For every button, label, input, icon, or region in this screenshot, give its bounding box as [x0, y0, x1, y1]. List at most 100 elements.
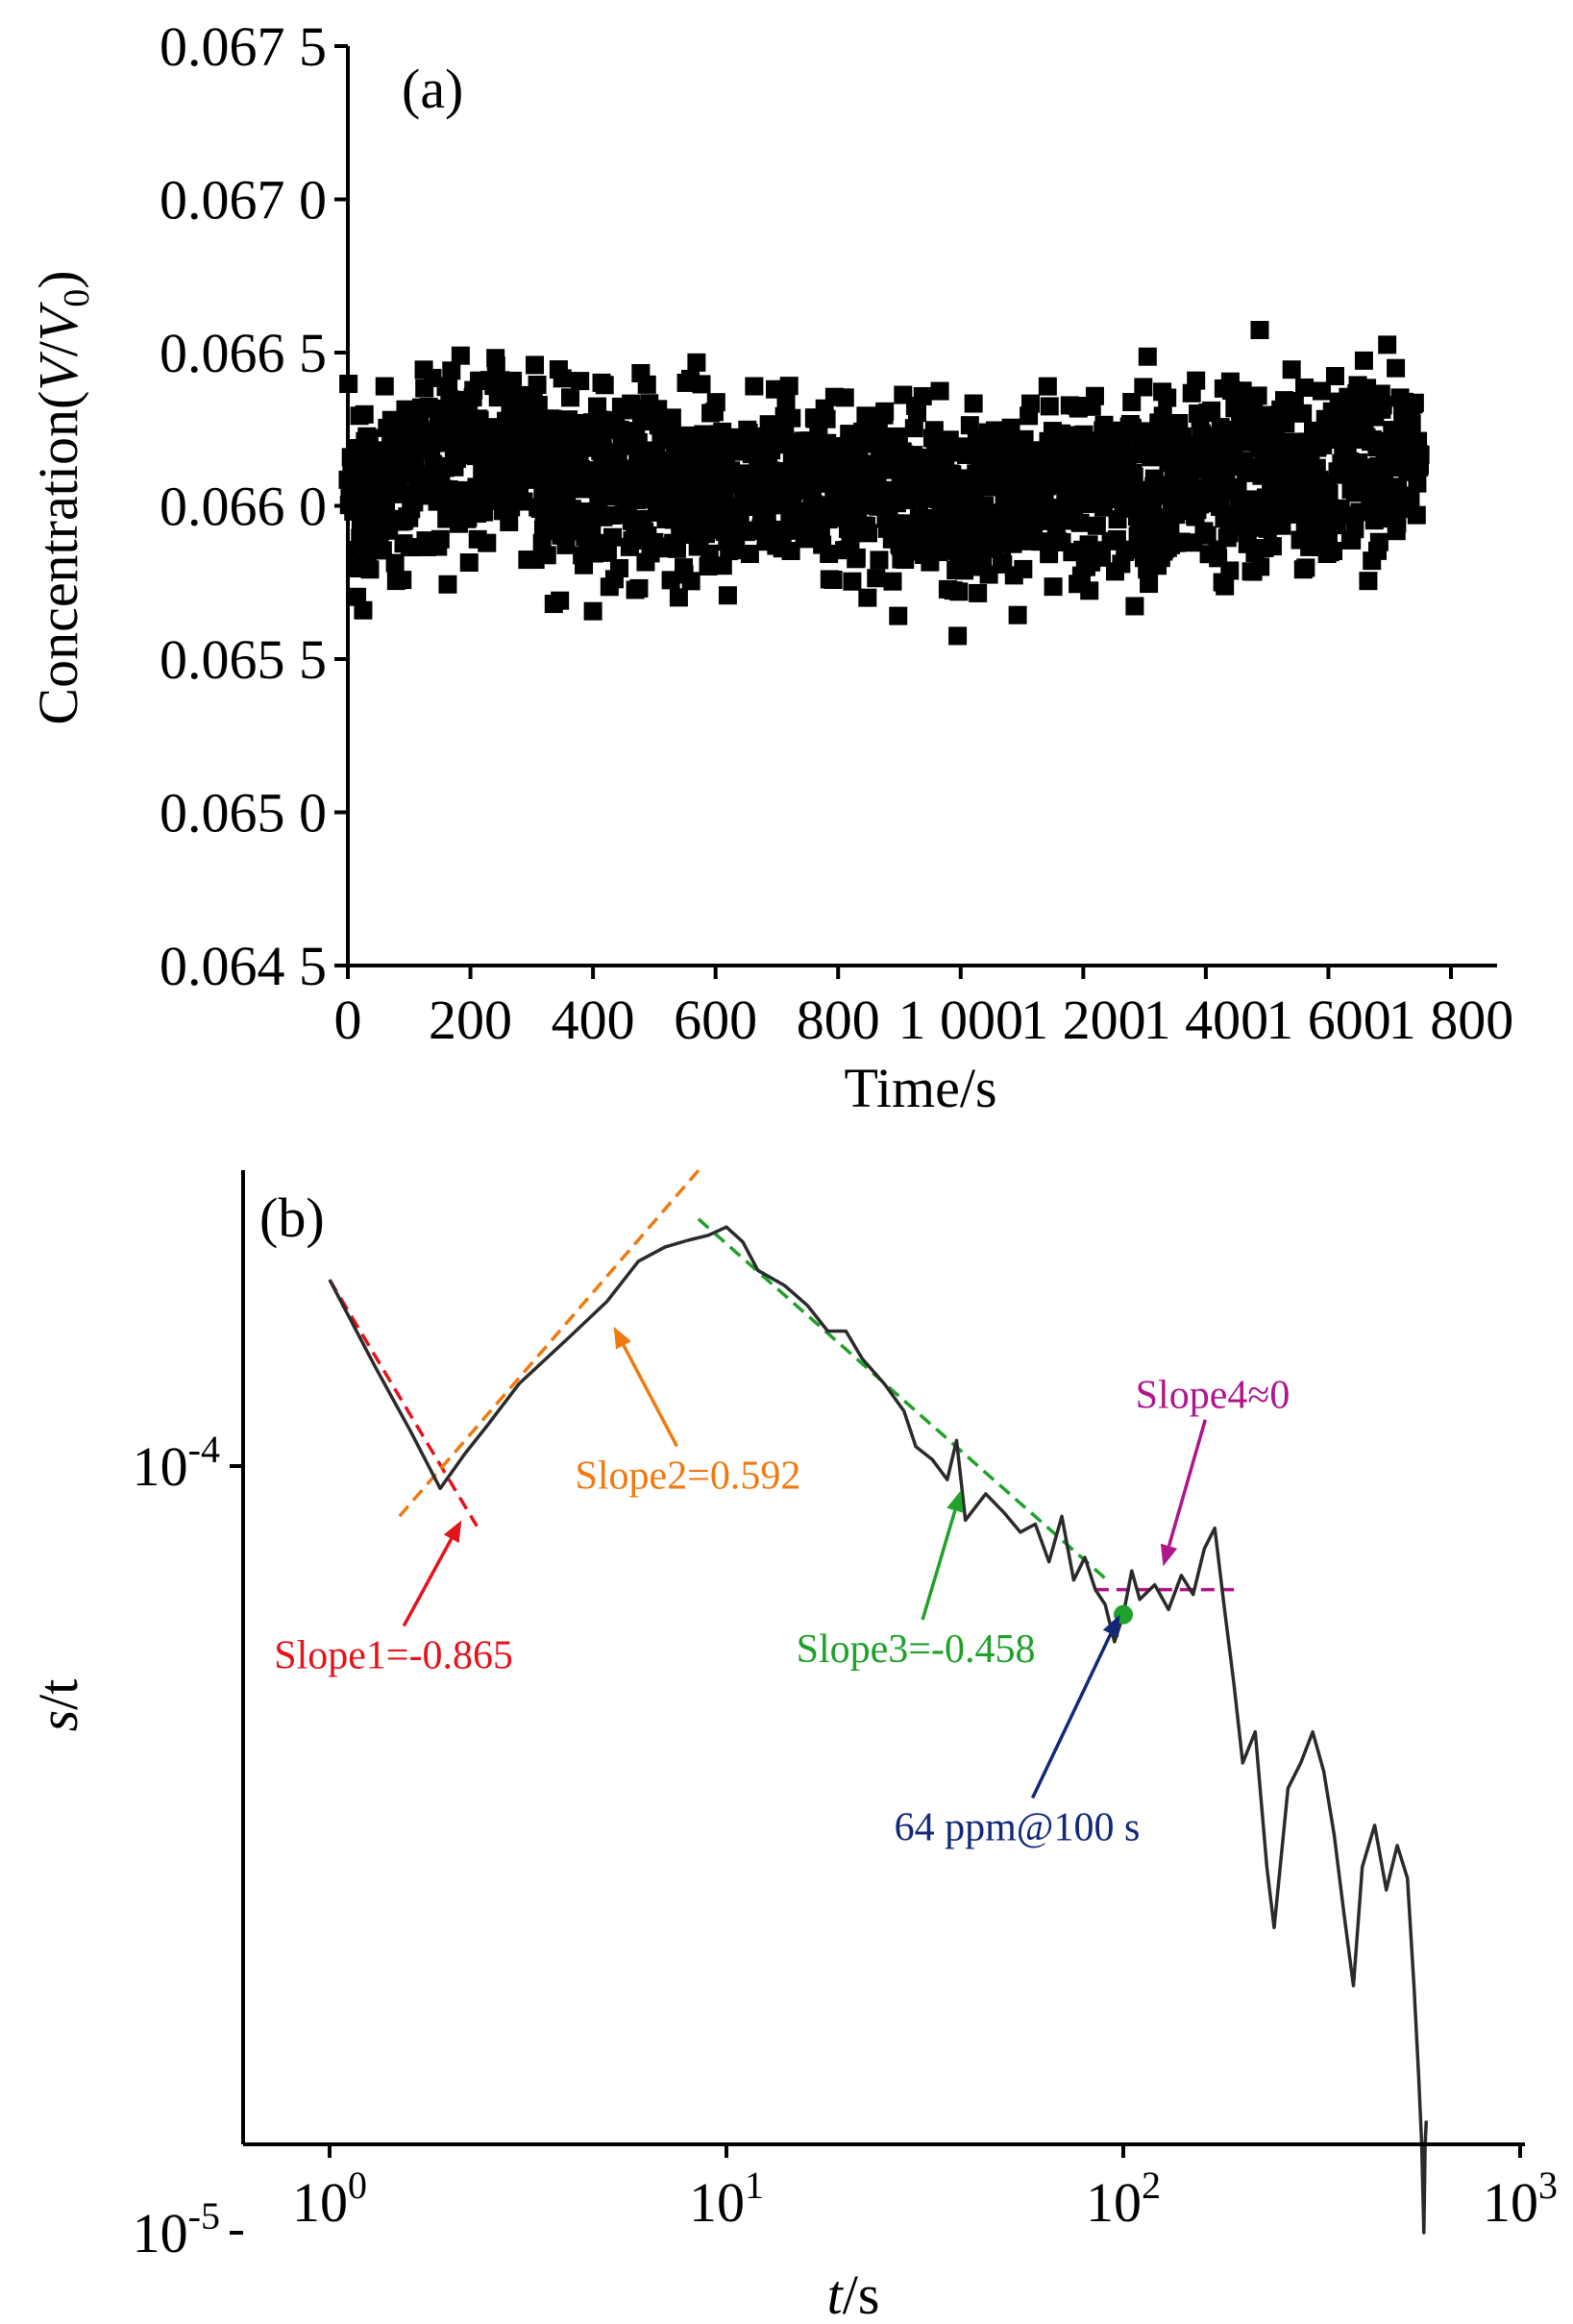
scatter-point [637, 375, 656, 394]
fit-line-3 [697, 1217, 1107, 1580]
panel-a-x-tick-label: 1 200 [1020, 989, 1146, 1051]
scatter-point [1387, 358, 1406, 378]
scatter-point [1272, 516, 1291, 535]
scatter-point [1408, 474, 1427, 493]
scatter-point [590, 410, 609, 429]
annotation-arrow [622, 1344, 678, 1448]
panel-a-y-ticks: 0.064 5 0.065 0 0.065 5 0.066 0 0.066 5 0.067… [160, 15, 348, 997]
panel-b: (b) Slope1=-0.865 Slope2=0.592 Slope3=-0.4… [27, 1169, 1558, 2324]
scatter-point [438, 575, 457, 594]
panel-b-label: (b) [259, 1186, 325, 1249]
annotation-arrowhead [1102, 1614, 1120, 1638]
panel-b-x-axis-title: t/s [827, 2263, 880, 2324]
scatter-point [649, 400, 668, 419]
annotation-label: Slope2=0.592 [576, 1454, 801, 1498]
scatter-point [1124, 467, 1143, 486]
scatter-point [1295, 378, 1315, 397]
scatter-point [1358, 379, 1377, 398]
scatter-point [1008, 605, 1027, 624]
scatter-point [1125, 597, 1144, 616]
scatter-point [354, 600, 373, 620]
scatter-point [1020, 394, 1040, 413]
annotation-1: Slope1=-0.865 [274, 1520, 513, 1677]
scatter-point [1220, 561, 1240, 580]
scatter-point [451, 346, 470, 365]
scatter-point [949, 582, 969, 601]
scatter-point [595, 376, 614, 395]
scatter-point [835, 388, 854, 407]
scatter-point [1138, 347, 1157, 366]
scatter-point [1388, 514, 1407, 533]
panel-a-y-tick-label: 0.064 5 [160, 935, 327, 997]
scatter-point [669, 588, 688, 607]
panel-a-x-axis-title: Time/s [844, 1057, 996, 1119]
scatter-point [528, 376, 547, 395]
scatter-point [561, 388, 580, 407]
scatter-point [1014, 559, 1033, 578]
panel-a-x-tick-label: 1 400 [1143, 989, 1269, 1051]
scatter-point [875, 402, 895, 421]
scatter-point [1202, 401, 1221, 420]
scatter-point [1122, 392, 1142, 411]
scatter-point [375, 377, 394, 396]
scatter-point [1216, 576, 1235, 596]
panel-b-axes [241, 1170, 1525, 2146]
annotation-arrowhead [613, 1326, 631, 1350]
panel-b-annotations: Slope1=-0.865 Slope2=0.592 Slope3=-0.458 Sl… [274, 1326, 1290, 1850]
scatter-point [1405, 393, 1424, 412]
scatter-point [841, 532, 860, 551]
scatter-point [1153, 406, 1172, 426]
scatter-point [1359, 572, 1378, 591]
scatter-point [1085, 386, 1104, 405]
fit-line-1 [328, 1279, 479, 1528]
scatter-point [1187, 371, 1206, 390]
annotation-3: Slope3=-0.458 [797, 1490, 1035, 1672]
annotation-label: Slope4≈0 [1136, 1374, 1290, 1418]
panel-b-y-tick-label: 10-4 [133, 1428, 220, 1498]
panel-b-x-tick-label: 100 [292, 2164, 367, 2234]
scatter-point [1282, 360, 1301, 379]
scatter-point [782, 408, 801, 428]
scatter-point [537, 546, 556, 565]
scatter-point [1044, 577, 1063, 597]
scatter-point [1369, 532, 1389, 551]
scatter-point [1325, 367, 1344, 386]
scatter-point [1293, 404, 1313, 423]
annotation-4: Slope4≈0 [1136, 1374, 1290, 1567]
scatter-point [820, 544, 839, 563]
scatter-point [1092, 548, 1111, 567]
scatter-point [907, 404, 926, 423]
scatter-point [870, 550, 889, 570]
annotation-arrowhead [1160, 1543, 1178, 1567]
panel-a-x-tick-label: 1 000 [898, 989, 1024, 1051]
annotation-arrowhead [946, 1490, 964, 1513]
annotation-arrowhead [443, 1520, 462, 1543]
scatter-point [662, 408, 681, 428]
scatter-point [913, 386, 932, 405]
panel-a-x-tick-label: 1 800 [1389, 989, 1514, 1051]
panel-a-label: (a) [402, 58, 463, 120]
scatter-point [385, 553, 405, 573]
scatter-point [667, 539, 686, 558]
scatter-point [430, 529, 450, 549]
scatter-point [843, 572, 862, 591]
scatter-point [692, 375, 711, 394]
scatter-point [583, 601, 602, 621]
scatter-point [889, 606, 908, 625]
scatter-point [1074, 425, 1094, 444]
scatter-point [442, 361, 461, 380]
scatter-point [459, 553, 479, 573]
scatter-point [718, 586, 737, 605]
scatter-point [556, 535, 576, 554]
fit-line-2 [398, 1169, 700, 1518]
panel-a-y-tick-label: 0.066 0 [160, 476, 327, 538]
scatter-point [1158, 388, 1177, 407]
annotation-label: 64 ppm@100 s [895, 1806, 1141, 1850]
scatter-point [1312, 381, 1331, 401]
scatter-point [823, 570, 843, 589]
panel-a-x-tick-label: 1 600 [1266, 989, 1391, 1051]
panel-b-x-ticks: 100 101 102 103 [292, 2144, 1558, 2234]
scatter-point [1324, 541, 1343, 560]
